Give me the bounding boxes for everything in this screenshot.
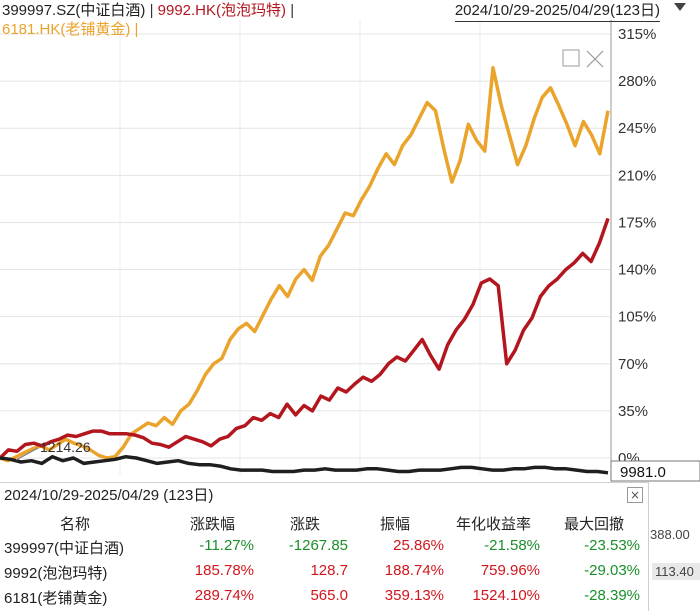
- y-tick-label: 210%: [618, 167, 656, 184]
- stats-table: 2024/10/29-2025/04/29 (123日) × 名称 涨跌幅 涨跌…: [0, 482, 649, 611]
- line-series-popmart: [0, 217, 610, 460]
- line-series-baijiu: [0, 454, 609, 475]
- legend-series-1[interactable]: 399997.SZ(中证白酒): [2, 2, 146, 19]
- col-header-change[interactable]: 涨跌: [290, 516, 321, 533]
- cell-max-drawdown: -28.39%: [584, 587, 640, 604]
- y-tick-label: 140%: [618, 262, 656, 279]
- cell-annual-return: -21.58%: [484, 537, 540, 554]
- row-name: 399997(中证白酒): [4, 540, 125, 557]
- close-icon[interactable]: ×: [627, 487, 643, 503]
- cell-change-pct: -11.27%: [199, 537, 254, 554]
- right-axis-value: 113.40: [652, 563, 700, 580]
- table-title: 2024/10/29-2025/04/29 (123日): [4, 487, 214, 504]
- close-chart-icon[interactable]: [586, 50, 604, 68]
- current-value-box: [610, 460, 700, 482]
- y-tick-label: 245%: [618, 120, 656, 137]
- maximize-icon[interactable]: [562, 49, 580, 67]
- y-tick-label: 70%: [618, 356, 648, 373]
- row-name: 9992(泡泡玛特): [4, 565, 108, 582]
- legend-separator: |: [149, 2, 154, 19]
- annotation-1214: 1214.26: [40, 439, 91, 455]
- col-header-annual-return[interactable]: 年化收益率: [456, 516, 532, 533]
- y-tick-label: 35%: [618, 403, 648, 420]
- cell-amplitude: 359.13%: [384, 587, 444, 604]
- annotation-1214-arrow: [15, 447, 39, 461]
- y-tick-label: 105%: [618, 309, 656, 326]
- legend-separator: |: [134, 21, 139, 38]
- y-tick-label: 175%: [618, 214, 656, 231]
- col-header-amplitude[interactable]: 振幅: [380, 516, 411, 533]
- cell-amplitude: 188.74%: [384, 562, 444, 579]
- cell-amplitude: 25.86%: [393, 537, 444, 554]
- line-series-laopu: [0, 65, 610, 463]
- cell-annual-return: 1524.10%: [472, 587, 540, 604]
- y-tick-label: 280%: [618, 73, 656, 90]
- legend-series-3[interactable]: 6181.HK(老铺黄金): [2, 21, 131, 38]
- cell-max-drawdown: -29.03%: [584, 562, 640, 579]
- cell-max-drawdown: -23.53%: [584, 537, 640, 554]
- cell-change-pct: 185.78%: [194, 562, 254, 579]
- cell-change: 128.7: [310, 562, 348, 579]
- current-value-label: 9981.0: [620, 464, 666, 481]
- cell-change: 565.0: [310, 587, 348, 604]
- y-axis-ticks: 315%280%245%210%175%140%105%70%35%0%: [618, 26, 656, 467]
- y-tick-label: 315%: [618, 26, 656, 43]
- cell-change-pct: 289.74%: [194, 587, 254, 604]
- legend-separator: |: [290, 2, 295, 19]
- col-header-max-drawdown[interactable]: 最大回撤: [564, 516, 625, 533]
- legend-series-2[interactable]: 9992.HK(泡泡玛特): [157, 2, 287, 19]
- col-header-change-pct[interactable]: 涨跌幅: [190, 516, 236, 533]
- right-axis-value: 388.00: [650, 527, 690, 542]
- cell-annual-return: 759.96%: [480, 562, 540, 579]
- chevron-down-icon[interactable]: [674, 3, 686, 11]
- col-header-name[interactable]: 名称: [60, 516, 91, 533]
- row-name: 6181(老铺黄金): [4, 590, 108, 607]
- chart-lines: [0, 65, 610, 475]
- legend-bar: 399997.SZ(中证白酒) | 9992.HK(泡泡玛特) | 6181.H…: [0, 0, 700, 40]
- date-range-selector[interactable]: 2024/10/29-2025/04/29(123日): [454, 1, 660, 22]
- cell-change: -1267.85: [288, 537, 348, 554]
